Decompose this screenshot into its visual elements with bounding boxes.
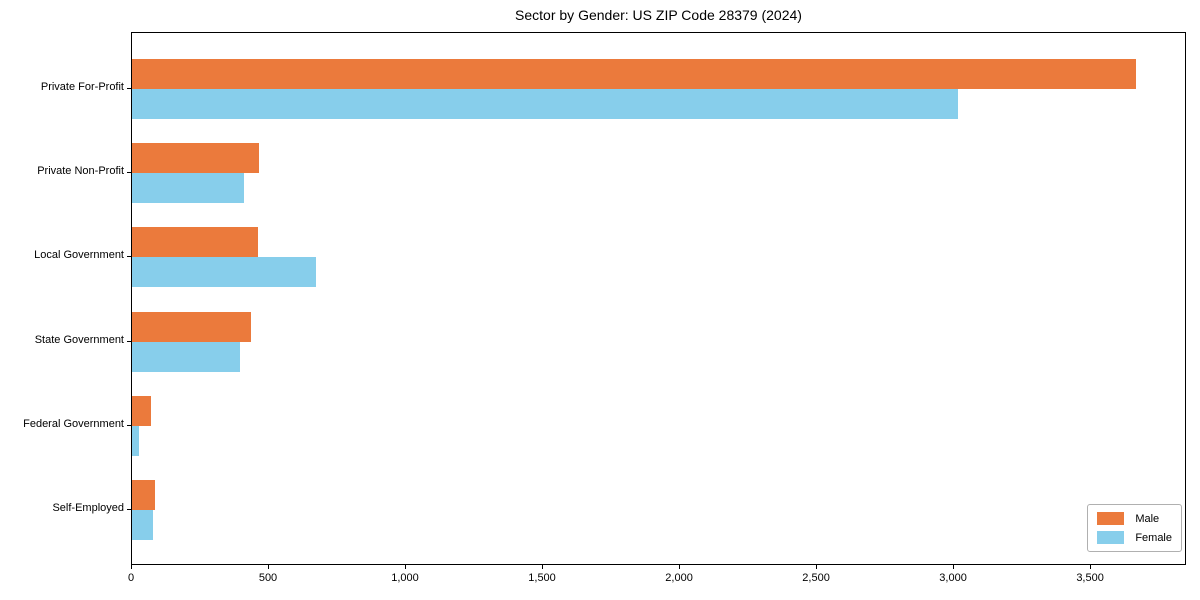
y-tick-label-federal-government: Federal Government [23,417,124,430]
x-tick-mark [679,565,681,569]
y-tick-mark [127,88,131,89]
bar-female-private-non-profit [132,173,245,204]
legend-swatch-male-icon [1097,512,1125,525]
x-tick-label-0: 0 [127,572,135,584]
x-tick-mark [268,565,269,569]
x-tick-label-2000: 2,000 [665,572,693,584]
y-tick-mark [127,172,131,174]
chart-title: Sector by Gender: US ZIP Code 28379 (202… [515,7,802,23]
bar-male-private-for-profit [132,59,1137,89]
x-tick-label-3000: 3,000 [939,572,967,584]
x-tick-label-500: 500 [258,572,278,584]
bar-male-local-government [132,227,259,258]
bar-male-federal-government [132,395,152,426]
y-tick-label-self-employed: Self-Employed [52,502,124,514]
x-tick-label-3500: 3,500 [1076,572,1104,584]
x-tick-label-1500: 1,500 [528,572,556,584]
bar-male-self-employed [132,480,156,510]
x-tick-mark [1090,565,1092,569]
y-tick-mark [127,424,131,426]
legend-item-female: Female [1097,531,1172,544]
x-tick-mark [405,565,407,569]
y-tick-label-private-for-profit: Private For-Profit [40,81,124,93]
bar-male-private-non-profit [132,143,260,174]
bar-female-federal-government [132,425,139,456]
plot-area: Male Female [131,32,1186,565]
legend-swatch-female-icon [1097,531,1125,544]
bar-male-state-government [132,311,252,342]
y-tick-label-state-government: State Government [34,333,124,346]
legend-label-male: Male [1135,512,1160,525]
x-tick-label-1000: 1,000 [391,572,419,584]
x-tick-mark [131,565,132,569]
y-tick-mark [127,256,131,258]
y-tick-mark [127,340,131,342]
legend-label-female: Female [1135,531,1172,544]
x-tick-label-2500: 2,500 [802,572,830,584]
y-tick-mark [127,509,131,510]
y-tick-label-local-government: Local Government [34,249,124,262]
legend: Male Female [1087,504,1182,552]
x-tick-mark [816,565,818,569]
bar-female-private-for-profit [132,89,959,119]
x-tick-mark [542,565,544,569]
bar-female-local-government [132,257,316,288]
x-tick-mark [953,565,955,569]
bar-female-state-government [132,341,241,372]
bar-female-self-employed [132,510,153,540]
legend-item-male: Male [1097,512,1172,525]
y-tick-label-private-non-profit: Private Non-Profit [37,165,124,178]
